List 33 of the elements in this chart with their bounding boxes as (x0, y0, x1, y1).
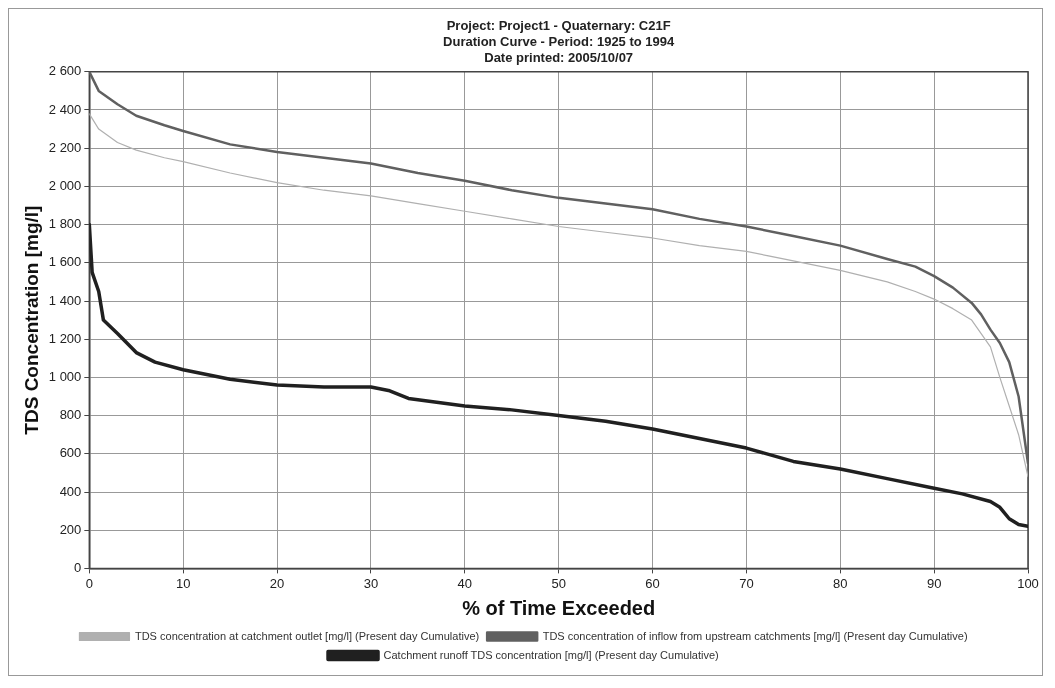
y-tick-label: 2 400 (48, 101, 82, 117)
y-axis-title: TDS Concentration [mg/l] (20, 205, 42, 435)
x-tick-label: 90 (926, 575, 942, 591)
x-tick-label: 60 (645, 575, 660, 591)
x-tick-label: 100 (1017, 575, 1039, 591)
x-tick-label: 0 (85, 575, 93, 591)
x-tick-label: 50 (551, 575, 566, 591)
y-tick-label: 1 400 (48, 292, 82, 308)
y-tick-label: 2 000 (48, 177, 82, 193)
y-tick-label: 1 200 (48, 330, 82, 346)
x-tick-label: 10 (175, 575, 191, 591)
legend-label: Catchment runoff TDS concentration [mg/l] (Present day Cumulative) (383, 648, 719, 661)
y-tick-label: 200 (59, 521, 82, 537)
text: Date printed: 2005/10/07 (484, 49, 634, 65)
x-tick-label: 70 (739, 575, 754, 591)
y-tick-label: 600 (59, 445, 82, 461)
y-tick-label: 1 600 (48, 254, 82, 270)
legend-label: TDS concentration at catchment outlet [mg/l] (Present day Cumulative) (134, 629, 480, 642)
x-tick-label: 40 (457, 575, 473, 591)
text: Project: Project1 - Quaternary: C21F (446, 18, 671, 34)
y-tick-label: 400 (59, 483, 82, 499)
x-tick-label: 20 (269, 575, 285, 591)
text: Duration Curve - Period: 1925 to 1994 (443, 33, 675, 49)
y-tick-label: 0 (74, 559, 82, 575)
x-axis-title: % of Time Exceeded (462, 596, 656, 619)
x-tick-label: 30 (363, 575, 379, 591)
x-tick-label: 80 (833, 575, 848, 591)
y-tick-label: 2 200 (48, 139, 82, 155)
y-tick-label: 1 800 (48, 216, 82, 232)
y-tick-label: 2 600 (48, 63, 82, 79)
y-tick-label: 1 000 (48, 368, 82, 384)
legend-label: TDS concentration of inflow from upstream catchments [mg/l] (Present day Cumulative) (542, 629, 968, 642)
y-tick-label: 800 (59, 407, 82, 423)
